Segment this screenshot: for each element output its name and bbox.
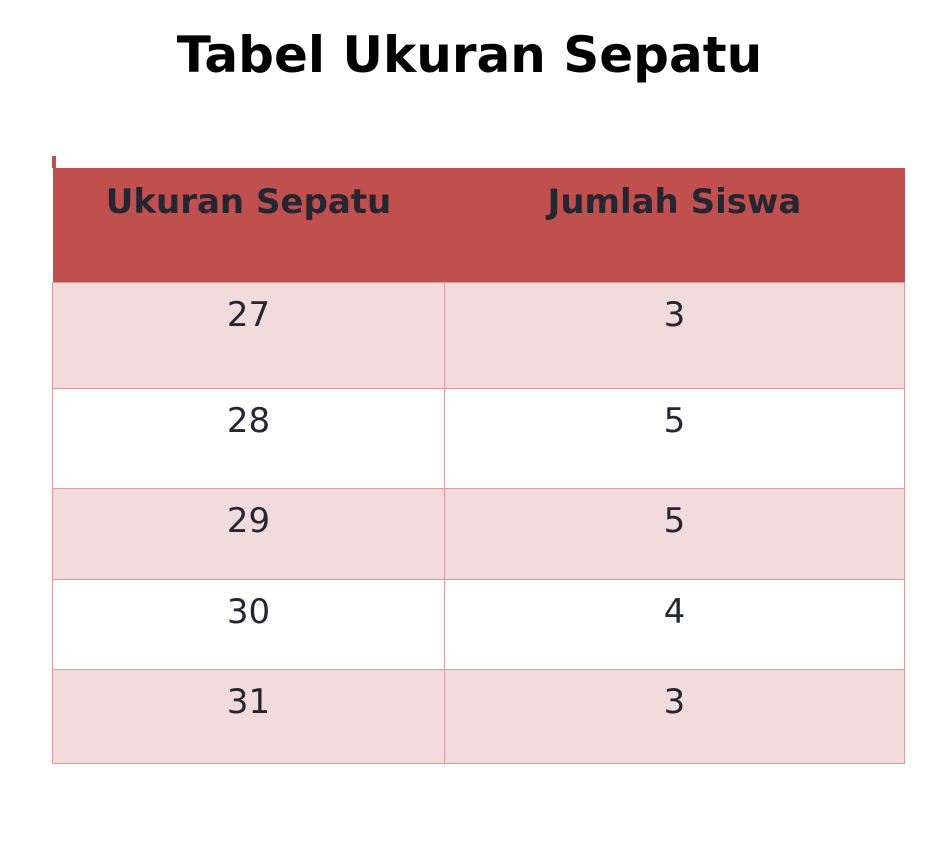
cell-shoe-size: 27 bbox=[52, 281, 445, 389]
cell-student-count: 5 bbox=[444, 487, 905, 580]
cell-student-count: 3 bbox=[444, 281, 905, 389]
cell-shoe-size: 29 bbox=[52, 487, 445, 580]
cell-student-count: 4 bbox=[444, 578, 905, 670]
table-row: 30 4 bbox=[52, 578, 905, 670]
cell-shoe-size: 28 bbox=[52, 387, 445, 489]
table-row: 27 3 bbox=[52, 281, 905, 389]
cell-shoe-size: 31 bbox=[52, 668, 445, 764]
cell-shoe-size: 30 bbox=[52, 578, 445, 670]
cell-student-count: 5 bbox=[444, 387, 905, 489]
header-student-count: Jumlah Siswa bbox=[444, 168, 905, 282]
shoe-size-table: Ukuran Sepatu Jumlah Siswa 27 3 28 5 29 … bbox=[52, 168, 905, 764]
table-row: 28 5 bbox=[52, 387, 905, 489]
table-header-row: Ukuran Sepatu Jumlah Siswa bbox=[52, 168, 905, 282]
cell-student-count: 3 bbox=[444, 668, 905, 764]
table-row: 31 3 bbox=[52, 668, 905, 764]
table-row: 29 5 bbox=[52, 487, 905, 580]
header-shoe-size: Ukuran Sepatu bbox=[52, 168, 445, 282]
page-title: Tabel Ukuran Sepatu bbox=[176, 26, 763, 84]
table-corner-mark bbox=[52, 156, 56, 168]
